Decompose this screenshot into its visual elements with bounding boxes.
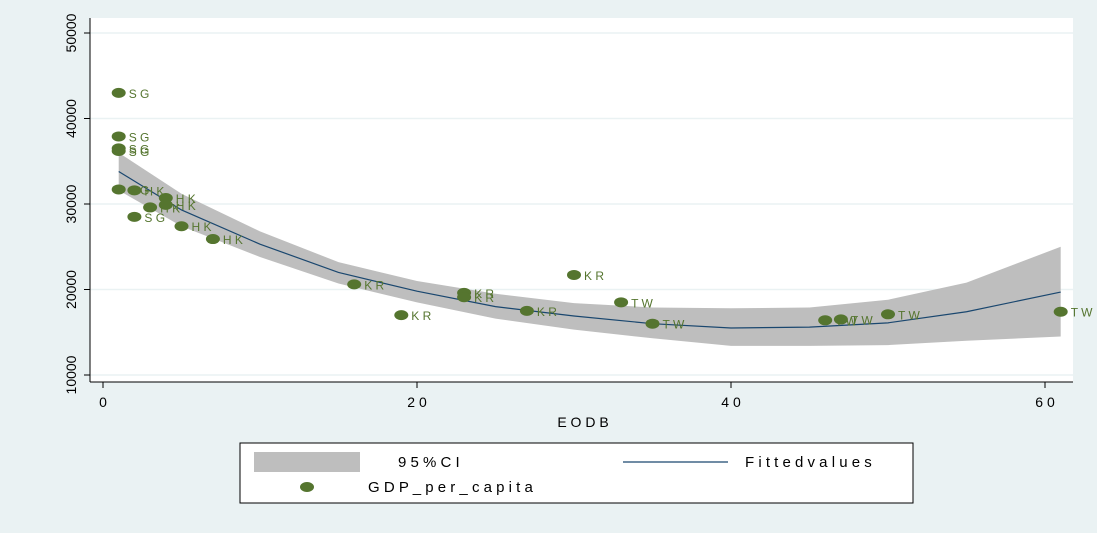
data-point-label-18: T W xyxy=(631,296,653,310)
data-point-10 xyxy=(174,221,189,232)
ci-band xyxy=(118,152,1061,346)
data-point-label-13: K R xyxy=(411,309,431,323)
x-tick-label-3: 6 0 xyxy=(1035,394,1055,410)
data-point-16 xyxy=(519,305,534,316)
axis-layer: 10000 20000 30000 40000 50000 0 2 0 4 0 6 0 xyxy=(63,13,1073,410)
legend-ci-swatch xyxy=(254,452,360,472)
data-point-label-11: H K xyxy=(223,233,243,247)
data-point-label-17: K R xyxy=(584,269,604,283)
data-point-label-3: S G xyxy=(129,145,150,159)
legend-fit-label: F i t t e d v a l u e s xyxy=(745,454,872,471)
fitted-line xyxy=(118,170,1061,329)
data-point-label-14: K R xyxy=(474,287,494,301)
grid-layer xyxy=(90,32,1073,376)
data-point-label-16: K R xyxy=(537,305,557,319)
data-point-12 xyxy=(347,279,362,290)
data-point-label-6: H K xyxy=(144,184,164,198)
y-tick-label-4: 50000 xyxy=(63,13,79,52)
data-point-label-8: H K xyxy=(176,192,196,206)
data-point-3 xyxy=(111,145,126,156)
data-point-22 xyxy=(881,309,895,320)
data-point-19 xyxy=(645,318,660,329)
data-point-15 xyxy=(457,292,472,303)
x-tick-label-2: 4 0 xyxy=(721,394,741,410)
x-tick-label-0: 0 xyxy=(99,394,107,410)
data-point-label-0: S G xyxy=(129,87,150,101)
data-point-20 xyxy=(818,315,833,326)
data-point-18 xyxy=(614,297,629,308)
data-point-9 xyxy=(158,199,173,210)
y-tick-label-1: 20000 xyxy=(63,270,79,309)
data-point-label-1: S G xyxy=(129,130,150,144)
data-point-11 xyxy=(205,234,220,245)
points-layer: S GS GS GS GS GS GH KH KH KH KH KH KK RK… xyxy=(111,87,1093,332)
y-tick-label-0: 10000 xyxy=(63,355,79,394)
x-tick-label-1: 2 0 xyxy=(407,394,427,410)
data-point-label-21: T W xyxy=(851,313,873,327)
data-point-label-5: S G xyxy=(144,211,165,225)
legend-points-label: G D P _ p e r _ c a p i t a xyxy=(368,479,533,496)
data-point-label-10: H K xyxy=(192,220,212,234)
data-point-label-19: T W xyxy=(663,318,685,332)
data-point-17 xyxy=(567,269,581,280)
legend-ci-label: 9 5 % C I xyxy=(398,454,460,471)
data-point-label-2: S G xyxy=(129,142,150,156)
data-point-5 xyxy=(127,211,142,222)
data-point-0 xyxy=(111,87,126,98)
data-point-4 xyxy=(111,184,126,195)
data-point-23 xyxy=(1053,306,1068,317)
ci-band-layer xyxy=(118,152,1061,346)
data-point-1 xyxy=(111,131,126,142)
data-point-label-12: K R xyxy=(364,278,384,292)
data-point-label-15: K R xyxy=(474,291,494,305)
data-point-7 xyxy=(143,202,158,213)
data-point-21 xyxy=(833,314,848,325)
data-point-label-9: H K xyxy=(176,199,196,213)
y-tick-label-2: 30000 xyxy=(63,184,79,223)
data-point-label-23: T W xyxy=(1071,306,1093,320)
x-axis-title: E O D B xyxy=(557,414,608,430)
data-point-6 xyxy=(127,185,142,196)
legend-marker-swatch xyxy=(300,482,314,492)
legend: 9 5 % C I F i t t e d v a l u e s G D P … xyxy=(239,442,914,504)
data-point-8 xyxy=(158,193,173,204)
fitted-line-layer xyxy=(118,170,1061,329)
data-point-label-22: T W xyxy=(898,308,920,322)
y-tick-label-3: 40000 xyxy=(63,99,79,138)
data-point-13 xyxy=(394,310,409,321)
